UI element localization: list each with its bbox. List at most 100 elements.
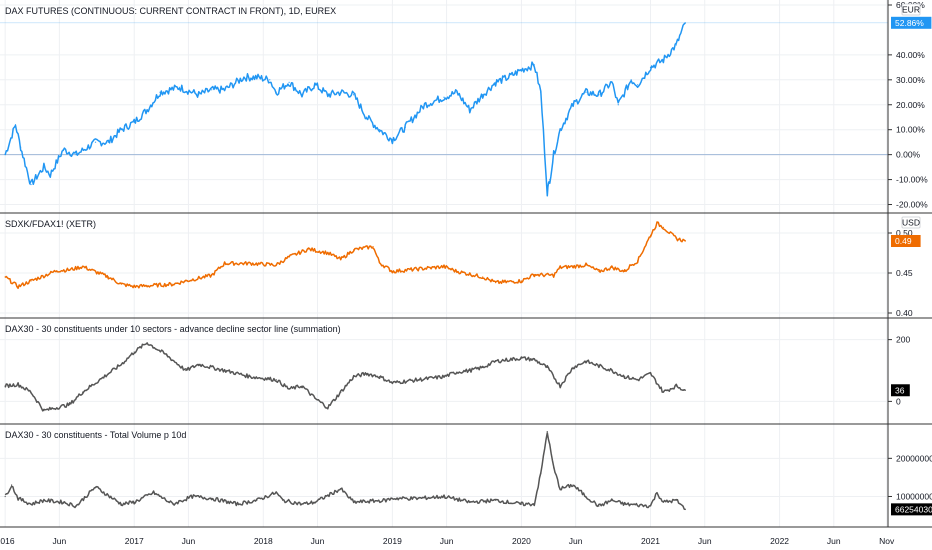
data-point [520,503,523,505]
data-point [540,472,542,475]
series-line [4,342,686,412]
data-point [559,129,561,131]
data-point [94,141,97,143]
pane-3: 200 0 DAX30 - 30 constituents under 10 sec… [0,317,932,412]
data-point [314,397,316,399]
y-tick-label: -10.00% [896,175,928,185]
x-tick-label: Nov [879,536,895,546]
unit-badge[interactable]: EUR [901,3,921,16]
data-point [598,270,600,272]
data-point [630,79,632,81]
data-point [424,104,426,106]
series-line [4,22,686,197]
data-point [684,508,686,510]
data-point [649,66,652,68]
data-point [540,91,542,93]
data-point [617,104,619,106]
data-point [353,94,355,96]
data-point [495,282,497,284]
data-point [172,283,174,285]
data-point [223,89,226,91]
data-point [630,264,632,266]
data-point [456,371,458,373]
data-point [185,280,187,282]
y-tick-label: 200000000 [896,453,932,463]
data-point [553,154,555,156]
data-point [211,274,213,276]
unit-badge[interactable]: USD [901,216,921,229]
data-point [314,84,316,86]
data-point [30,280,32,282]
data-point [301,94,303,96]
pane-title: SDXK/FDAX1! (XETR) [5,219,96,229]
data-point [656,492,658,494]
data-point [533,503,535,505]
data-point [62,149,64,151]
data-point [482,366,484,369]
data-point [340,391,342,393]
data-point [662,226,665,228]
data-point [198,363,200,365]
data-point [327,406,329,409]
data-point [75,505,77,507]
y-tick-label: -20.00% [896,200,928,210]
data-point [482,276,484,278]
pane-title: DAX30 - 30 constituents under 10 sectors… [5,324,341,334]
data-point [559,488,561,490]
data-point [30,503,32,505]
data-point [69,269,71,271]
data-point [417,268,419,270]
current-value-box [891,16,932,29]
data-point [662,391,665,393]
pane-2: 0.50 0.45 0.40 SDXK/FDAX1! (XETR) USD 0.49 [0,212,932,318]
data-point [340,488,342,490]
current-value-text: 52.86% [895,18,924,28]
x-tick-label: Jun [53,536,67,546]
unit-badge-box [901,3,921,16]
data-point [14,124,17,126]
data-point [172,503,174,505]
data-point [684,389,686,391]
data-point [533,359,535,361]
data-point [120,129,122,131]
y-tick-label: 10.00% [896,125,925,135]
data-point [495,360,497,362]
data-point [572,104,574,106]
y-tick-label: 40.00% [896,50,925,60]
data-point [385,499,387,501]
data-point [146,285,148,287]
data-point [495,81,497,83]
current-value-box [891,503,932,516]
data-point [275,264,277,266]
data-point [675,499,677,501]
panes: 60.00%40.00%30.00%20.00%10.00%0.00%-10.0… [0,0,932,516]
data-point [82,266,84,268]
current-value-text: 0.49 [895,236,912,246]
data-point [443,376,445,378]
x-tick-label: 2020 [512,536,531,546]
y-tick-label: 100000000 [896,491,932,501]
data-point [520,280,523,282]
y-tick-label: 0 [896,396,901,406]
data-point [307,248,310,250]
data-point [469,501,471,503]
data-point [120,503,122,505]
data-point [275,91,277,93]
data-point [649,505,652,507]
unit-badge-box [901,216,921,229]
data-point [223,369,226,372]
x-tick-label: 2017 [125,536,144,546]
data-point [211,497,213,499]
data-point [662,59,665,61]
x-tick-label: Jun [182,536,196,546]
y-tick-label: 20.00% [896,100,925,110]
data-point [256,499,258,501]
data-point [391,270,393,272]
data-point [675,44,677,46]
y-tick-label: 0.40 [896,308,913,318]
data-point [572,484,574,486]
x-tick-label: 2022 [770,536,789,546]
data-point [456,91,458,93]
data-point [30,183,32,186]
current-value-text: 66254030 [895,504,932,514]
